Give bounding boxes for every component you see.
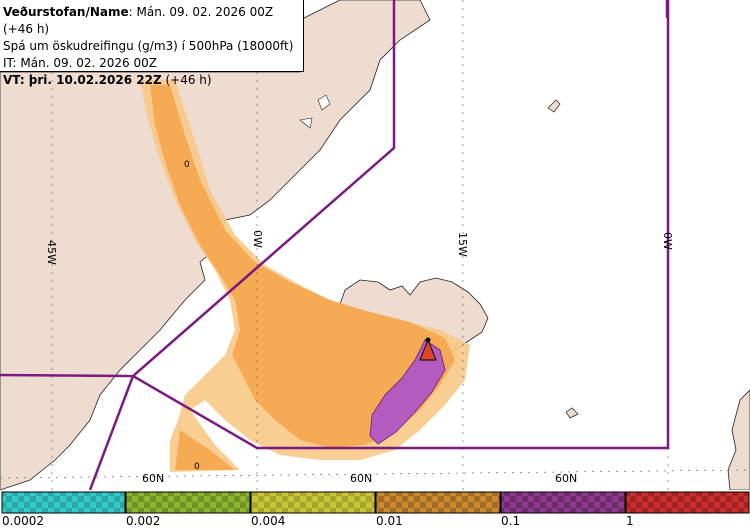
ash-dispersion-map: 45W 0W 15W 0W 60N 60N 60N 0 0 [0,0,750,490]
lat-label-a: 60N [142,472,164,485]
legend-swatch-1 [1,491,126,514]
ash-plume-mid [150,85,455,448]
legend-swatch-3 [250,491,376,514]
lon-label-45w: 45W [45,240,58,265]
legend-label-5: 0.1 [501,514,521,528]
legend-label-6: 1 [626,514,634,528]
legend-label-4: 0.01 [376,514,403,528]
volcano-source-marker [419,338,437,361]
small-island [547,99,561,113]
legend-swatch-6 [625,491,750,514]
legend-swatch-2 [125,491,251,514]
lon-label-30w: 0W [251,230,264,248]
lon-label-0w: 0W [661,232,674,250]
info-line-valid-time: VT: þri. 10.02.2026 22Z (+46 h) [3,73,212,87]
norway-coast [727,389,750,490]
legend-label-3: 0.004 [251,514,286,528]
legend-label-2: 0.002 [126,514,161,528]
fir-boundary [0,0,670,490]
info-line-issuer: Veðurstofan/Name: Mán. 09. 02. 2026 00Z … [3,5,274,36]
legend-swatch-5 [500,491,626,514]
info-line-issue-time: IT: Mán. 09. 02. 2026 00Z [3,56,157,70]
legend-swatch-4 [375,491,501,514]
lon-label-15w: 15W [456,232,469,257]
contour-label-1: 0 [184,160,190,170]
forecast-info-box: Veðurstofan/Name: Mán. 09. 02. 2026 00Z … [0,0,304,87]
legend-label-1: 0.0002 [2,514,44,528]
ash-plume-high [369,339,446,445]
lat-label-c: 60N [555,472,577,485]
concentration-legend [1,491,750,514]
info-line-product: Spá um öskudreifingu (g/m3) í 500hPa (18… [3,39,294,53]
lat-label-b: 60N [350,472,372,485]
contour-label-2: 0 [194,462,200,472]
